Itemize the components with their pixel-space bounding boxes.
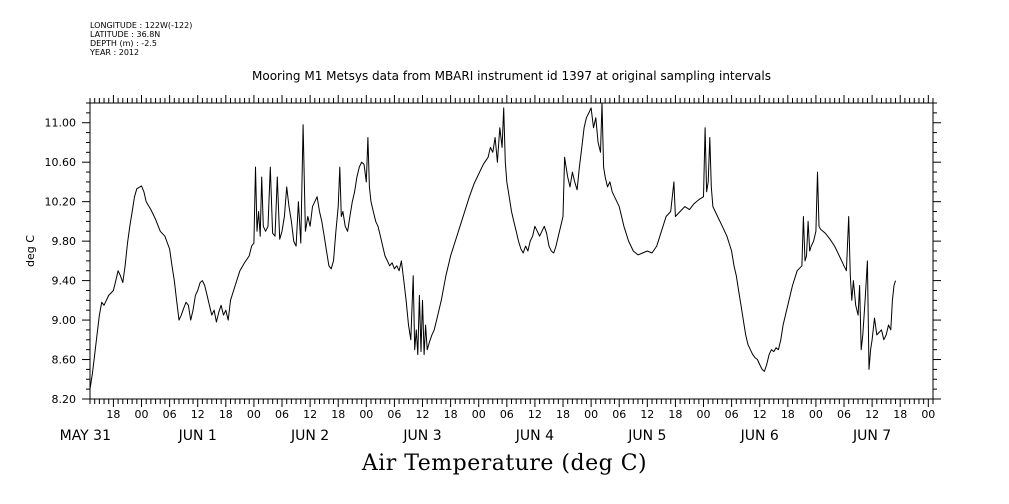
x-hour-label: 12 — [303, 408, 317, 421]
chart-title: Mooring M1 Metsys data from MBARI instru… — [252, 69, 771, 83]
x-hour-label: 18 — [219, 408, 233, 421]
x-day-label: MAY 31 — [60, 428, 111, 444]
x-hour-label: 06 — [837, 408, 851, 421]
x-hour-label: 18 — [893, 408, 907, 421]
x-day-label: JUN 7 — [852, 428, 891, 444]
x-hour-label: 00 — [247, 408, 261, 421]
x-hour-label: 06 — [275, 408, 289, 421]
x-hour-label: 00 — [697, 408, 711, 421]
x-hour-label: 18 — [668, 408, 682, 421]
metadata-block: LONGITUDE : 122W(-122) LATITUDE : 36.8N … — [90, 21, 192, 57]
x-day-label: JUN 4 — [515, 428, 554, 444]
x-hour-label: 18 — [781, 408, 795, 421]
meta-longitude: LONGITUDE : 122W(-122) — [90, 21, 193, 30]
x-hour-label: 12 — [191, 408, 205, 421]
x-day-label: JUN 1 — [178, 428, 217, 444]
y-tick-label: 9.80 — [52, 235, 77, 248]
x-hour-label: 06 — [725, 408, 739, 421]
x-day-label: JUN 2 — [290, 428, 329, 444]
x-day-label: JUN 5 — [627, 428, 666, 444]
x-hour-label: 06 — [163, 408, 177, 421]
x-hour-label: 00 — [921, 408, 935, 421]
y-tick-label: 11.00 — [45, 117, 77, 130]
series-line — [89, 102, 896, 390]
meta-year: YEAR : 2012 — [90, 48, 140, 57]
x-hour-label: 00 — [135, 408, 149, 421]
x-hour-label: 06 — [612, 408, 626, 421]
meta-depth: DEPTH (m) : -2.5 — [90, 39, 157, 48]
x-hour-label: 00 — [359, 408, 373, 421]
x-hour-label: 00 — [472, 408, 486, 421]
chart-bottom-title: Air Temperature (deg C) — [361, 451, 648, 476]
x-hour-label: 06 — [387, 408, 401, 421]
y-tick-label: 10.60 — [45, 156, 77, 169]
x-hour-label: 12 — [865, 408, 879, 421]
y-tick-label: 9.40 — [52, 275, 77, 288]
y-tick-label: 8.60 — [52, 354, 77, 367]
x-hour-label: 12 — [753, 408, 767, 421]
x-day-label: JUN 6 — [740, 428, 779, 444]
x-hour-label: 06 — [500, 408, 514, 421]
x-hour-label: 18 — [331, 408, 345, 421]
x-day-label: JUN 3 — [402, 428, 441, 444]
x-hour-label: 00 — [809, 408, 823, 421]
x-hour-label: 18 — [556, 408, 570, 421]
meta-latitude: LATITUDE : 36.8N — [90, 30, 161, 39]
y-tick-label: 8.20 — [52, 393, 77, 406]
x-hour-label: 12 — [640, 408, 654, 421]
x-hour-label: 12 — [416, 408, 430, 421]
y-tick-label: 9.00 — [52, 314, 77, 327]
y-tick-label: 10.20 — [45, 196, 77, 209]
x-hour-label: 18 — [106, 408, 120, 421]
y-axis-label: deg C — [24, 235, 37, 267]
x-hour-label: 12 — [528, 408, 542, 421]
x-hour-label: 00 — [584, 408, 598, 421]
x-hour-label: 18 — [444, 408, 458, 421]
